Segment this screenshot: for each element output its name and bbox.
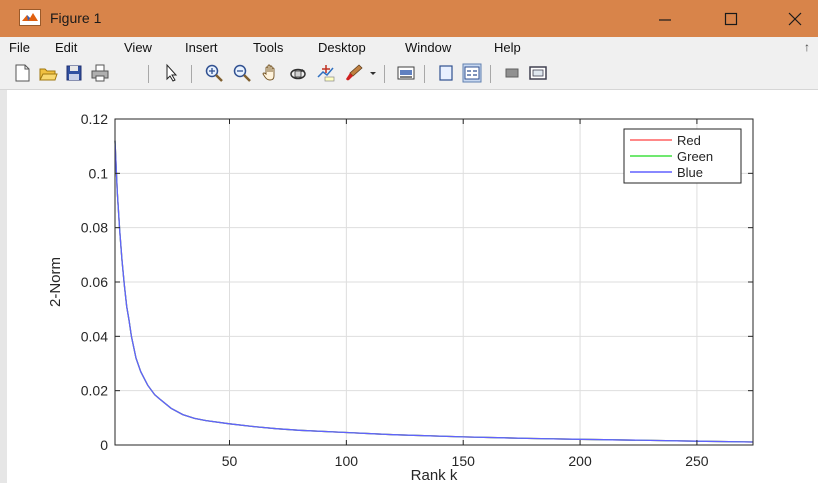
y-tick-label: 0.1 (89, 165, 109, 181)
series-line-red (114, 140, 754, 443)
maximize-button[interactable] (708, 0, 754, 37)
insert-colorbar-icon[interactable] (436, 63, 456, 83)
hide-plot-tools-icon[interactable] (502, 63, 522, 83)
show-plot-tools-icon[interactable] (528, 63, 548, 83)
legend-label-blue: Blue (677, 165, 703, 180)
x-tick-label: 150 (452, 453, 476, 469)
open-file-icon[interactable] (38, 63, 58, 83)
new-figure-icon[interactable] (12, 63, 32, 83)
y-tick-label: 0.12 (81, 111, 108, 127)
y-tick-label: 0.08 (81, 220, 108, 236)
legend-label-red: Red (677, 133, 701, 148)
x-axis-label: Rank k (411, 467, 458, 483)
menu-edit[interactable]: Edit (55, 40, 78, 55)
y-axis-label: 2-Norm (47, 257, 64, 307)
line-chart[interactable]: 50 100 150 200 250 0 0.02 0.04 0.06 0.08 0.1 0.12 R… (7, 90, 818, 483)
toolbar-separator (148, 65, 149, 83)
menu-insert[interactable]: Insert (185, 40, 218, 55)
menu-tools[interactable]: Tools (253, 40, 284, 55)
toolbar (0, 59, 818, 90)
pointer-icon[interactable] (162, 63, 182, 83)
save-icon[interactable] (64, 63, 84, 83)
close-icon (788, 12, 802, 25)
close-button[interactable] (772, 0, 818, 37)
series-line-green (114, 140, 754, 443)
plot-area: 50 100 150 200 250 0 0.02 0.04 0.06 0.08 0.1 0.12 R… (0, 90, 818, 483)
print-icon[interactable] (90, 63, 110, 83)
x-tick-label: 200 (568, 453, 592, 469)
x-tick-label: 50 (222, 453, 238, 469)
toolbar-separator (191, 65, 192, 83)
rotate-3d-icon[interactable] (288, 63, 308, 83)
minimize-icon (659, 18, 671, 21)
title-bar[interactable]: Figure 1 (0, 0, 818, 37)
series-line-blue (114, 140, 754, 443)
toolbar-separator (384, 65, 385, 83)
link-plot-icon[interactable] (396, 63, 416, 83)
menu-desktop[interactable]: Desktop (318, 40, 366, 55)
zoom-in-icon[interactable] (204, 63, 224, 83)
x-tick-label: 100 (335, 453, 359, 469)
window-title: Figure 1 (50, 10, 102, 26)
pan-icon[interactable] (260, 63, 280, 83)
minimize-button[interactable] (642, 0, 688, 37)
y-tick-label: 0.06 (81, 274, 108, 290)
x-tick-label: 250 (685, 453, 709, 469)
insert-legend-icon[interactable] (462, 63, 482, 83)
legend-label-green: Green (677, 149, 713, 164)
maximize-icon (724, 12, 738, 25)
toolbar-separator (424, 65, 425, 83)
menu-window[interactable]: Window (405, 40, 452, 55)
toolbar-separator (490, 65, 491, 83)
y-tick-label: 0.04 (81, 328, 108, 344)
menu-file[interactable]: File (9, 40, 30, 55)
data-cursor-icon[interactable] (316, 63, 336, 83)
y-tick-label: 0 (100, 437, 108, 453)
zoom-out-icon[interactable] (232, 63, 252, 83)
matlab-icon (19, 9, 41, 26)
menu-overflow-icon[interactable]: ↑ (804, 40, 810, 54)
menu-view[interactable]: View (124, 40, 152, 55)
y-tick-label: 0.02 (81, 383, 108, 399)
brush-icon[interactable] (344, 63, 364, 83)
menu-help[interactable]: Help (494, 40, 521, 55)
dropdown-arrow-icon[interactable] (367, 63, 379, 83)
menu-bar: File Edit View Insert Tools Desktop Wind… (0, 37, 818, 59)
